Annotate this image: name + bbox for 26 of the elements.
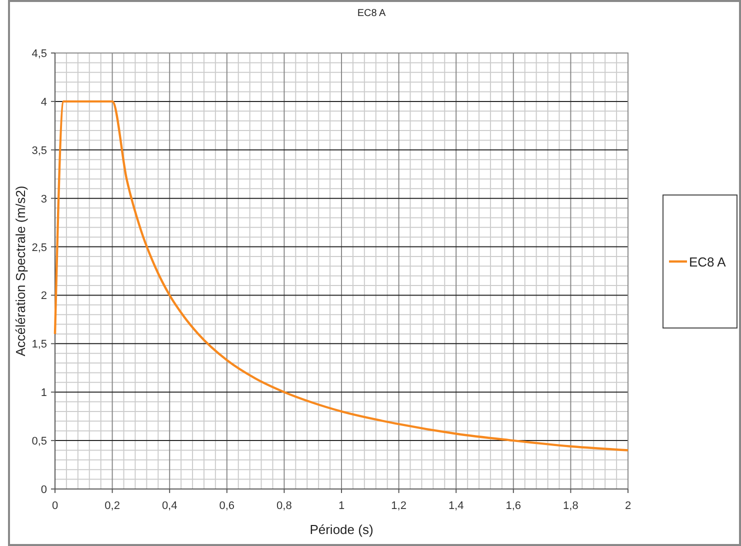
y-tick-label: 3,5 xyxy=(32,144,47,157)
y-tick-label: 0 xyxy=(40,484,47,496)
y-tick-label: 2,5 xyxy=(32,242,47,254)
x-tick-label: 0,6 xyxy=(219,500,235,512)
x-tick-label: 0,2 xyxy=(104,500,120,512)
x-tick-label: 1,8 xyxy=(563,500,578,512)
x-tick-label: 0,4 xyxy=(162,500,178,512)
y-tick-label: 4 xyxy=(40,96,47,108)
x-tick-label: 1,6 xyxy=(506,500,522,512)
x-tick-label: 0 xyxy=(52,500,58,512)
y-tick-label: 3 xyxy=(40,193,47,206)
y-tick-label: 1 xyxy=(40,387,47,400)
y-tick-label: 2 xyxy=(40,290,47,302)
line-series xyxy=(54,100,630,452)
x-tick-label: 2 xyxy=(624,500,632,512)
x-tick-label: 1,4 xyxy=(448,500,464,512)
y-tick-label: 0,5 xyxy=(32,436,47,448)
x-tick-label: 1 xyxy=(338,500,345,512)
legend-label: EC8 A xyxy=(689,254,726,270)
x-tick-label: 0,8 xyxy=(276,500,292,512)
y-tick-label: 1,5 xyxy=(32,338,47,351)
y-axis-title: Accélération Spectrale (m/s2) xyxy=(13,186,28,356)
y-tick-label: 4,5 xyxy=(32,48,47,60)
chart-title: EC8 A xyxy=(357,8,386,19)
x-tick-label: 1,2 xyxy=(391,500,406,512)
x-axis-title: Période (s) xyxy=(310,522,374,537)
